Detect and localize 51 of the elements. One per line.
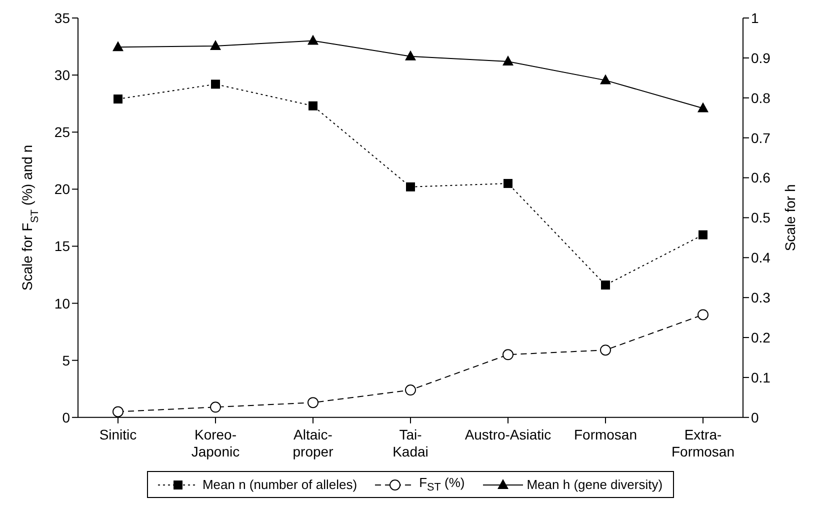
x-tick-label: Koreo- Japonic [191, 426, 240, 460]
x-tick-label: Tai- Kadai [392, 426, 428, 460]
point [308, 101, 318, 110]
x-tick-label: Sinitic [99, 426, 137, 442]
legend-label: Mean h (gene diversity) [526, 477, 663, 492]
y-tick-label: 15 [54, 238, 70, 254]
point [698, 102, 708, 112]
y2-tick-label: 0.4 [751, 250, 771, 266]
y-tick-label: 25 [54, 124, 70, 140]
y-tick-label: 35 [54, 10, 70, 26]
point [210, 40, 221, 50]
point [600, 344, 611, 356]
y2-tick-label: 0.3 [751, 290, 771, 306]
point [406, 182, 415, 192]
y2-tick-label: 0.6 [751, 170, 771, 186]
legend-label: Mean n (number of alleles) [202, 477, 358, 492]
y2-tick-label: 0.7 [751, 130, 771, 146]
y2-tick-label: 0.5 [751, 210, 771, 226]
point [698, 230, 708, 240]
x-tick-label: Altaic- proper [292, 426, 334, 460]
point [504, 178, 512, 188]
x-tick-label: Formosan [574, 426, 638, 442]
y-tick-label: 30 [54, 67, 70, 84]
y2-tick-label: 0.2 [751, 329, 771, 346]
y-tick-label: 5 [62, 352, 70, 368]
y2-tick-label: 0 [751, 409, 759, 426]
point [502, 349, 514, 360]
y-tick-label: 0 [62, 409, 70, 426]
y2-tick-label: 0.9 [751, 50, 771, 66]
point [308, 34, 318, 45]
point [600, 74, 611, 84]
point [210, 402, 221, 413]
point [112, 406, 124, 418]
point [601, 280, 610, 290]
y-tick-label: 10 [54, 295, 70, 312]
point [405, 384, 416, 396]
point [308, 397, 318, 408]
point [405, 50, 416, 60]
y-tick-label: 20 [54, 181, 70, 198]
legend-label: F$_{ST}$ (%) [419, 475, 465, 494]
y2-axis-title: Scale for h [782, 184, 798, 252]
point [698, 309, 708, 320]
x-tick-label: Extra- Formosan [671, 426, 735, 460]
point [114, 94, 122, 104]
x-tick-label: Austro-Asiatic [464, 426, 552, 442]
point [211, 80, 220, 89]
y2-tick-label: 0.1 [751, 369, 771, 386]
point [502, 56, 514, 66]
point [112, 41, 124, 52]
y2-tick-label: 0.8 [751, 90, 771, 106]
y2-tick-label: 1 [751, 10, 759, 26]
